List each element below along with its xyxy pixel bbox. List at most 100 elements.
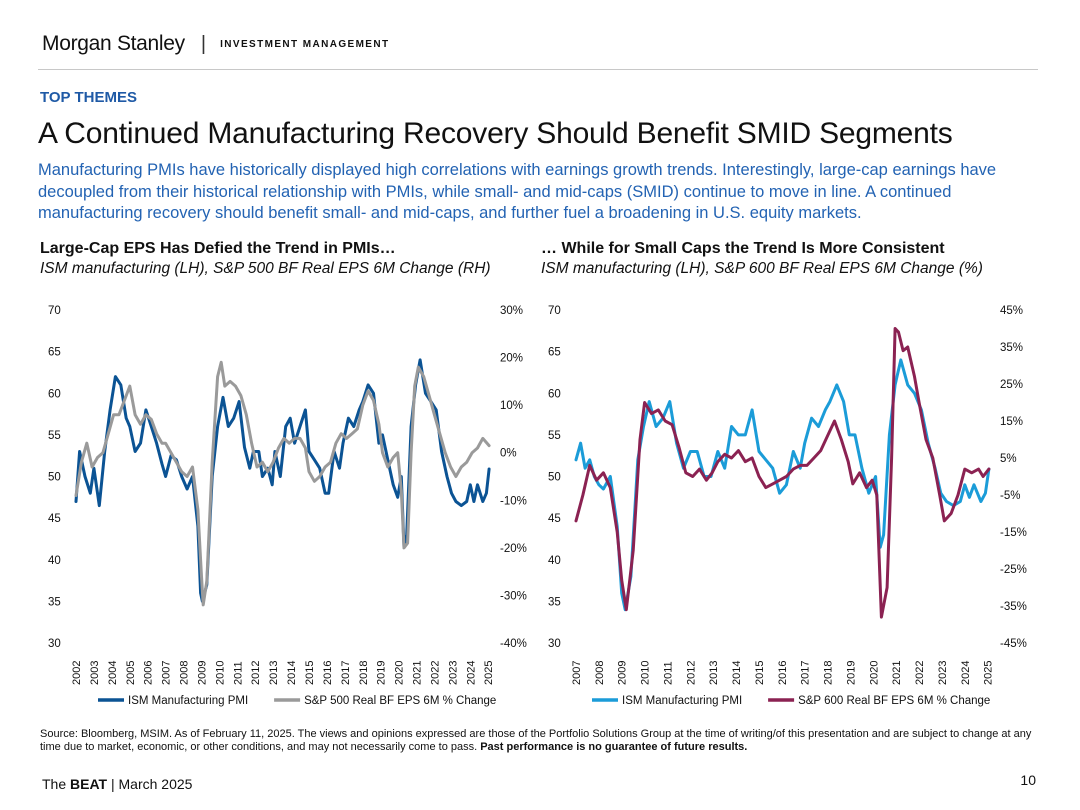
x-axis-tick: 2008	[594, 661, 606, 685]
x-axis-tick: 2003	[89, 661, 101, 685]
x-axis-tick: 2014	[731, 661, 743, 685]
legend-label: ISM Manufacturing PMI	[622, 695, 742, 707]
right-axis-tick: 45%	[1000, 305, 1023, 317]
left-axis-tick: 50	[48, 472, 61, 484]
right-axis-tick: -10%	[500, 495, 527, 507]
x-axis-tick: 2024	[465, 661, 477, 685]
footnote-text: Source: Bloomberg, MSIM. As of February …	[40, 728, 1032, 753]
brand-division: INVESTMENT MANAGEMENT	[220, 38, 390, 50]
x-axis-tick: 2013	[268, 661, 280, 685]
x-axis-tick: 2012	[685, 661, 697, 685]
legend-label: S&P 600 Real BF EPS 6M % Change	[798, 695, 990, 707]
x-axis-tick: 2015	[754, 661, 766, 685]
left-axis-tick: 35	[548, 596, 561, 608]
right-axis-tick: 35%	[1000, 342, 1023, 354]
chart2-subtitle: ISM manufacturing (LH), S&P 600 BF Real …	[541, 260, 983, 277]
x-axis-tick: 2022	[914, 661, 926, 685]
chart1-header: Large-Cap EPS Has Defied the Trend in PM…	[40, 240, 491, 278]
x-axis-tick: 2011	[232, 661, 244, 685]
series-line-pmi	[74, 358, 491, 603]
left-axis-tick: 45	[548, 513, 561, 525]
x-axis-tick: 2021	[891, 661, 903, 685]
right-axis-tick: -20%	[500, 543, 527, 555]
legend-label: S&P 500 Real BF EPS 6M % Change	[304, 695, 496, 707]
left-axis-tick: 65	[48, 347, 61, 359]
x-axis-tick: 2012	[250, 661, 262, 685]
right-axis-tick: -30%	[500, 590, 527, 602]
brand-separator: |	[200, 32, 207, 55]
right-axis-tick: 0%	[500, 448, 517, 460]
left-axis-tick: 40	[48, 555, 61, 567]
footer-date: | March 2025	[107, 776, 193, 792]
footer-publication: The BEAT | March 2025	[42, 776, 192, 792]
chart-small-cap: 70 65 60 55 50 45 40 35 30 45% 35% 25% 15% 5% -5% -15% -…	[548, 305, 1027, 707]
chart2-header: … While for Small Caps the Trend Is More…	[541, 240, 983, 278]
x-axis-tick: 2018	[823, 661, 835, 685]
left-axis-tick: 70	[548, 305, 561, 317]
right-axis-tick: 25%	[1000, 379, 1023, 391]
x-axis-tick: 2023	[447, 661, 459, 685]
series-line-eps	[574, 327, 991, 619]
x-axis-tick: 2019	[845, 661, 857, 685]
x-axis-tick: 2018	[358, 661, 370, 685]
x-axis-tick: 2007	[161, 661, 173, 685]
left-axis-tick: 55	[548, 430, 561, 442]
left-axis-tick: 70	[48, 305, 61, 317]
right-axis-tick: -35%	[1000, 601, 1027, 613]
chart2-title: … While for Small Caps the Trend Is More…	[541, 240, 945, 257]
left-axis-tick: 65	[548, 347, 561, 359]
x-axis-tick: 2021	[412, 661, 424, 685]
right-axis-tick: 15%	[1000, 416, 1023, 428]
x-axis-tick: 2008	[179, 661, 191, 685]
x-axis-tick: 2022	[429, 661, 441, 685]
x-axis-tick: 2011	[662, 661, 674, 685]
x-axis-tick: 2002	[71, 661, 83, 685]
chart1-title: Large-Cap EPS Has Defied the Trend in PM…	[40, 240, 396, 257]
x-axis-tick: 2024	[960, 661, 972, 685]
x-axis-tick: 2004	[107, 661, 119, 685]
chart1-subtitle: ISM manufacturing (LH), S&P 500 BF Real …	[40, 260, 491, 277]
x-axis-tick: 2025	[983, 661, 995, 685]
left-axis-tick: 55	[48, 430, 61, 442]
x-axis-tick: 2020	[394, 661, 406, 685]
right-axis-tick: 30%	[500, 305, 523, 317]
brand-logo: Morgan Stanley	[42, 32, 185, 55]
x-axis-tick: 2005	[125, 661, 137, 685]
brand-header: Morgan Stanley | INVESTMENT MANAGEMENT	[42, 30, 390, 58]
left-axis-tick: 30	[48, 638, 61, 650]
x-axis-tick: 2019	[376, 661, 388, 685]
right-axis-tick: -15%	[1000, 527, 1027, 539]
x-axis-tick: 2006	[143, 661, 155, 685]
right-axis-tick: 20%	[500, 353, 523, 365]
left-axis-tick: 50	[548, 472, 561, 484]
page-number: 10	[1020, 772, 1036, 788]
right-axis-tick: -5%	[1000, 490, 1020, 502]
footer-prefix: The	[42, 776, 71, 792]
x-axis-tick: 2009	[196, 661, 208, 685]
x-axis-tick: 2017	[340, 661, 352, 685]
right-axis-tick: -40%	[500, 638, 527, 650]
header-divider	[38, 69, 1038, 70]
x-axis-tick: 2020	[868, 661, 880, 685]
x-axis-tick: 2010	[214, 661, 226, 685]
right-axis-tick: -25%	[1000, 564, 1027, 576]
right-axis-tick: 5%	[1000, 453, 1017, 465]
x-axis-tick: 2007	[571, 661, 583, 685]
footnote-disclaimer: Past performance is no guarantee of futu…	[480, 741, 748, 753]
x-axis-tick: 2017	[800, 661, 812, 685]
x-axis-tick: 2015	[304, 661, 316, 685]
x-axis-tick: 2013	[708, 661, 720, 685]
x-axis-tick: 2025	[483, 661, 495, 685]
footer-beat: BEAT	[70, 776, 108, 792]
series-line-eps	[74, 360, 491, 607]
left-axis-tick: 60	[548, 388, 561, 400]
legend-label: ISM Manufacturing PMI	[128, 695, 248, 707]
right-axis-tick: -45%	[1000, 638, 1027, 650]
left-axis-tick: 40	[548, 555, 561, 567]
intro-paragraph: Manufacturing PMIs have historically dis…	[38, 161, 997, 222]
chart-large-cap: 70 65 60 55 50 45 40 35 30 30% 20% 10% 0% -10% -20% -30…	[48, 305, 527, 707]
left-axis-tick: 60	[48, 388, 61, 400]
x-axis-tick: 2010	[640, 661, 652, 685]
x-axis-tick: 2016	[322, 661, 334, 685]
left-axis-tick: 35	[48, 596, 61, 608]
